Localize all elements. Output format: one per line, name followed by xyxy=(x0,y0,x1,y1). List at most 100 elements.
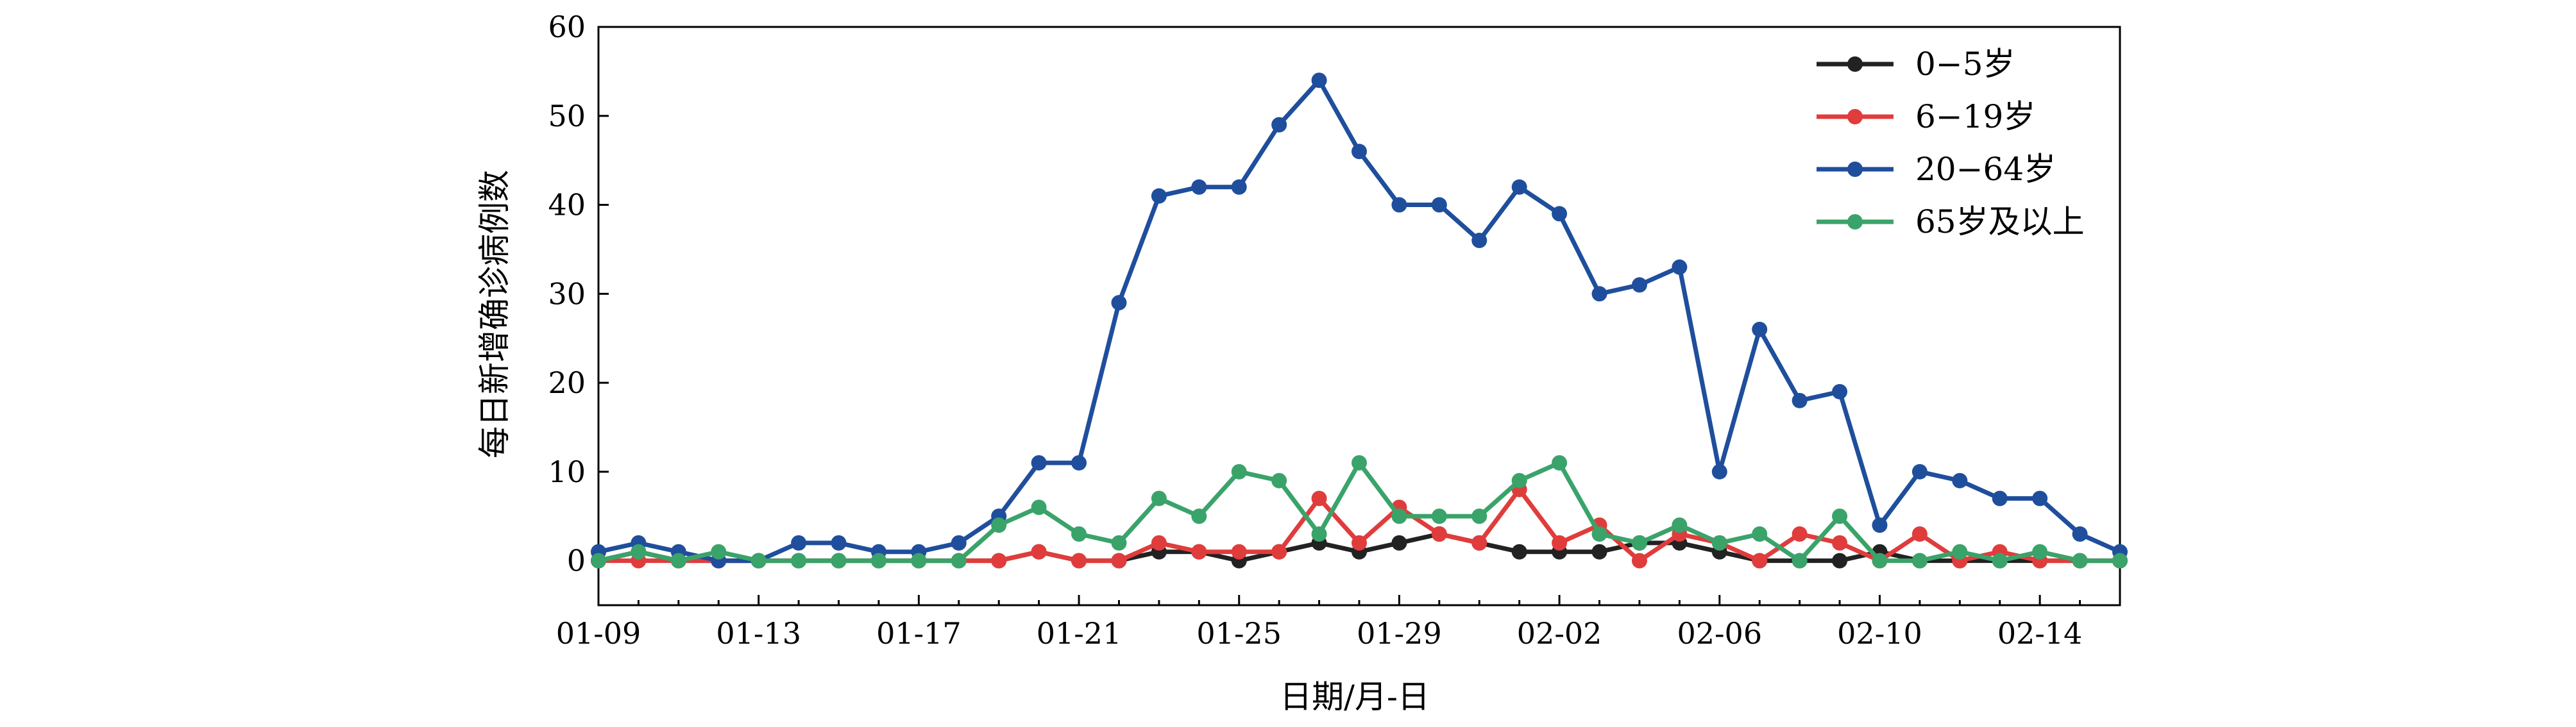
data-point xyxy=(1591,544,1607,560)
data-point xyxy=(1832,508,1848,524)
data-point xyxy=(1311,490,1327,506)
data-point xyxy=(1992,553,2008,569)
data-point xyxy=(1711,535,1727,551)
series-3 xyxy=(591,72,2128,569)
data-point xyxy=(1471,233,1487,249)
data-point xyxy=(1391,197,1407,213)
data-point xyxy=(1631,277,1647,293)
data-point xyxy=(1231,544,1247,560)
data-point xyxy=(1631,553,1647,569)
data-point xyxy=(1071,455,1087,471)
data-point xyxy=(1271,117,1287,133)
data-point xyxy=(1151,188,1167,204)
legend-item: 0−5岁 xyxy=(1817,46,2015,83)
data-point xyxy=(1752,553,1768,569)
legend-item: 65岁及以上 xyxy=(1817,203,2085,240)
data-point xyxy=(1311,526,1327,542)
data-point xyxy=(1431,526,1447,542)
data-point xyxy=(1151,535,1167,551)
y-tick-label: 10 xyxy=(548,455,586,489)
y-tick-label: 30 xyxy=(548,276,586,311)
data-point xyxy=(1911,526,1928,542)
data-point xyxy=(1832,535,1848,551)
data-point xyxy=(1631,535,1647,551)
x-tick-label: 02-10 xyxy=(1837,616,1922,651)
legend: 0−5岁 6−19岁 20−64岁 65岁及以上 xyxy=(1817,46,2085,240)
data-point xyxy=(1352,455,1367,471)
data-point xyxy=(1952,544,1968,560)
data-point xyxy=(1231,179,1247,195)
legend-label: 20−64岁 xyxy=(1915,151,2056,188)
data-point xyxy=(2072,553,2088,569)
data-point xyxy=(1191,508,1207,524)
data-point xyxy=(1271,472,1287,489)
data-point xyxy=(670,553,686,569)
data-point xyxy=(1231,464,1247,480)
data-point xyxy=(1511,544,1527,560)
data-point xyxy=(1352,144,1367,160)
legend-label: 6−19岁 xyxy=(1915,98,2035,135)
y-axis: 0 10 20 30 40 50 60 xyxy=(548,10,609,578)
data-point xyxy=(1711,464,1727,480)
data-point xyxy=(831,553,847,569)
y-axis-title: 每日新增确诊病例数 xyxy=(476,170,513,458)
data-point xyxy=(911,553,927,569)
data-point xyxy=(2032,544,2048,560)
data-point xyxy=(1111,553,1127,569)
data-point xyxy=(951,553,967,569)
data-point xyxy=(631,544,647,560)
data-point xyxy=(1672,517,1688,533)
data-point xyxy=(1471,508,1487,524)
data-point xyxy=(1111,535,1127,551)
data-point xyxy=(1832,383,1848,399)
data-point xyxy=(1992,490,2008,506)
plot-frame xyxy=(597,26,2121,606)
data-point xyxy=(1391,535,1407,551)
data-point xyxy=(1552,455,1568,471)
x-tick-label: 02-14 xyxy=(1997,616,2083,651)
y-tick-label: 60 xyxy=(548,10,586,44)
data-point xyxy=(750,553,767,569)
data-point xyxy=(1151,490,1167,506)
x-tick-label: 01-21 xyxy=(1037,616,1122,651)
data-point xyxy=(1552,206,1568,222)
data-point xyxy=(1552,535,1568,551)
data-point xyxy=(1191,179,1207,195)
data-point xyxy=(1752,321,1768,337)
x-tick-label: 01-25 xyxy=(1196,616,1282,651)
data-point xyxy=(1792,553,1808,569)
data-point xyxy=(1352,535,1367,551)
x-tick-label: 01-29 xyxy=(1357,616,1442,651)
data-point xyxy=(591,553,606,569)
legend-label: 65岁及以上 xyxy=(1915,203,2085,240)
series-4 xyxy=(591,455,2128,569)
data-point xyxy=(2112,553,2128,569)
legend-item: 6−19岁 xyxy=(1817,98,2035,135)
data-point xyxy=(1071,553,1087,569)
legend-swatch-marker xyxy=(1847,214,1863,230)
data-point xyxy=(1031,499,1047,515)
data-point xyxy=(1872,517,1888,533)
data-point xyxy=(991,517,1007,533)
plot-border xyxy=(597,26,2121,606)
x-tick-label: 01-13 xyxy=(716,616,801,651)
data-point xyxy=(1471,535,1487,551)
data-point xyxy=(1431,508,1447,524)
data-point xyxy=(1591,286,1607,302)
data-point xyxy=(711,544,727,560)
x-tick-label: 01-09 xyxy=(556,616,641,651)
y-tick-label: 0 xyxy=(567,544,586,578)
data-point xyxy=(1191,544,1207,560)
legend-swatch-marker xyxy=(1847,162,1863,177)
data-point xyxy=(1511,472,1527,489)
data-point xyxy=(791,553,807,569)
data-point xyxy=(1752,526,1768,542)
data-point xyxy=(1071,526,1087,542)
data-point xyxy=(991,553,1007,569)
data-point xyxy=(1672,259,1688,275)
y-tick-label: 20 xyxy=(548,365,586,400)
data-point xyxy=(2072,526,2088,542)
y-tick-label: 40 xyxy=(548,188,586,222)
data-point xyxy=(1792,526,1808,542)
data-point xyxy=(1031,455,1047,471)
